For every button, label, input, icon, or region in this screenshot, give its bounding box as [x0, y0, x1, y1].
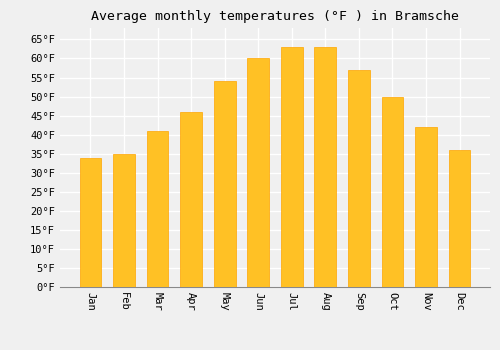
Bar: [113, 154, 135, 287]
Bar: [382, 97, 404, 287]
Bar: [448, 150, 470, 287]
Bar: [80, 158, 102, 287]
Bar: [348, 70, 370, 287]
Bar: [146, 131, 169, 287]
Bar: [180, 112, 202, 287]
Bar: [214, 81, 236, 287]
Bar: [281, 47, 302, 287]
Bar: [415, 127, 437, 287]
Bar: [314, 47, 336, 287]
Title: Average monthly temperatures (°F ) in Bramsche: Average monthly temperatures (°F ) in Br…: [91, 10, 459, 23]
Bar: [248, 58, 269, 287]
